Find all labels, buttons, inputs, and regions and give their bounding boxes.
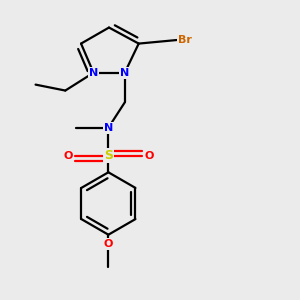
Text: O: O <box>144 151 153 161</box>
Text: N: N <box>89 68 98 78</box>
Text: N: N <box>104 123 113 133</box>
Text: N: N <box>120 68 129 78</box>
Text: S: S <box>104 149 113 162</box>
Text: O: O <box>63 151 73 161</box>
Text: O: O <box>104 238 113 249</box>
Text: Br: Br <box>178 35 192 45</box>
